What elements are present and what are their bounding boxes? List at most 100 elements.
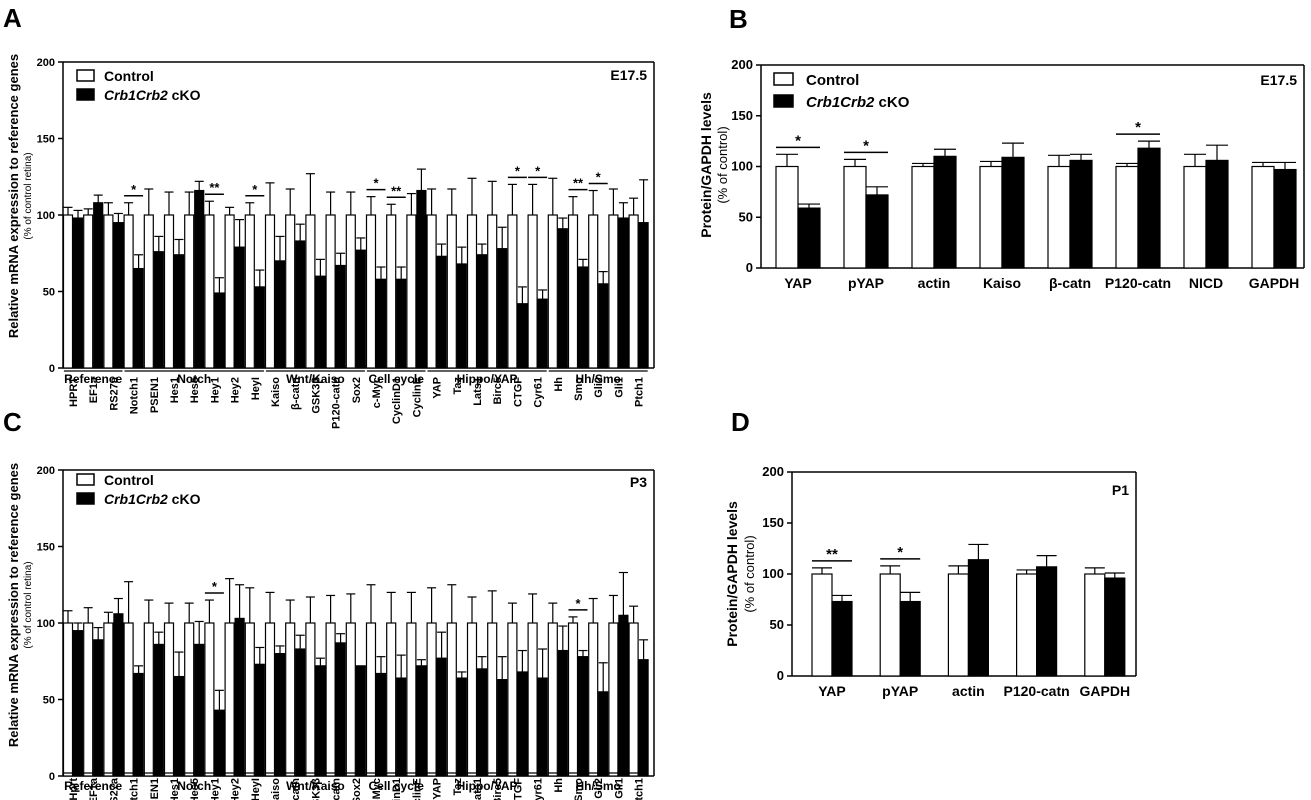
significance-stars: * [575, 596, 581, 611]
legend-cko-label: Crb1Crb2 cKO [806, 94, 910, 111]
category-label: PSEN1 [149, 778, 161, 800]
category-label: Kaiso [270, 778, 282, 800]
category-label: Taz [452, 778, 464, 796]
category-label: RS27a [108, 376, 120, 411]
bar-control [879, 573, 901, 677]
bar-cko [133, 672, 144, 777]
legend-cko-label: Crb1Crb2 cKO [104, 491, 201, 507]
category-label: Taz [452, 377, 464, 395]
category-label: CyclinD1 [391, 778, 403, 800]
panel-b-stage: E17.5 [1260, 72, 1297, 88]
panel-d-ylabel-sub: (% of control) [742, 535, 757, 612]
bar-control [426, 214, 437, 369]
bar-cko [355, 665, 366, 777]
bar-cko [113, 222, 124, 369]
category-label: RS27a [108, 777, 120, 800]
bar-cko [1104, 577, 1126, 677]
panel-b-letter: B [729, 4, 748, 34]
category-label: Sox2 [351, 377, 363, 403]
bar-cko [831, 600, 853, 677]
bar-control [911, 165, 935, 269]
bar-cko [416, 665, 427, 777]
category-label: YAP [432, 778, 444, 800]
bar-control [547, 214, 558, 369]
panel-b-legend: Control Crb1Crb2 cKO [773, 72, 910, 111]
panel-d-ylabel: Protein/GAPDH levels (% of control) [724, 501, 757, 647]
category-label: Gli1 [613, 377, 625, 398]
bar-control [345, 622, 356, 777]
category-label: Gli1 [613, 778, 625, 799]
y-tick-label: 0 [746, 260, 753, 275]
y-tick-label: 100 [37, 210, 55, 222]
category-label: CyclinD1 [391, 377, 403, 424]
bar-cko [153, 643, 164, 777]
bar-control [947, 573, 970, 677]
legend-control-swatch [773, 72, 794, 86]
category-label: β-catn [1049, 275, 1091, 291]
bar-control [426, 622, 437, 777]
significance-stars: ** [573, 176, 584, 191]
bar-control [507, 622, 518, 777]
bar-control [628, 214, 639, 369]
bar-cko [355, 249, 366, 369]
bar-control [143, 214, 154, 369]
group-label: Hippo/YAP [457, 372, 518, 386]
bar-control [62, 214, 74, 369]
bar-control [1183, 165, 1207, 269]
legend-cko-label: Crb1Crb2 cKO [104, 87, 201, 103]
y-tick-label: 100 [731, 159, 753, 174]
bar-cko [234, 617, 245, 777]
legend-control-label: Control [806, 72, 859, 89]
bar-control [83, 622, 94, 777]
panel-d-stage: P1 [1112, 482, 1129, 498]
legend-control-swatch [76, 473, 95, 486]
bar-cko [456, 677, 467, 777]
category-label: GSK3β [310, 377, 322, 414]
bar-control [224, 214, 235, 369]
bar-cko [335, 642, 346, 777]
bar-cko [1137, 147, 1161, 269]
significance-stars: * [212, 579, 218, 594]
category-label: HPRT [68, 377, 80, 407]
bar-cko [1273, 168, 1297, 269]
bar-cko [557, 228, 568, 369]
bar-cko [618, 614, 629, 777]
legend-control-label: Control [104, 472, 154, 488]
category-label: Ptch1 [634, 778, 646, 800]
category-label: CyclinE [411, 377, 423, 417]
bar-cko [315, 275, 326, 369]
bar-control [1015, 573, 1038, 677]
bar-control [305, 214, 316, 369]
category-label: Hes1 [169, 377, 181, 403]
bar-control [285, 214, 296, 369]
panel-d-letter: D [731, 407, 750, 437]
bar-cko [214, 709, 225, 777]
bar-cko [113, 613, 124, 777]
bar-cko [295, 240, 306, 369]
bar-control [123, 622, 134, 777]
category-label: c-Myc [371, 778, 383, 800]
y-tick-label: 100 [762, 566, 784, 581]
bar-cko [173, 675, 185, 777]
y-tick-label: 0 [49, 771, 55, 783]
bar-cko [1069, 159, 1093, 269]
significance-stars: * [515, 163, 521, 178]
category-label: Hey1 [209, 377, 221, 403]
bar-cko [436, 657, 447, 777]
category-label: YAP [432, 377, 444, 399]
y-tick-label: 0 [49, 363, 55, 375]
panel-b-ylabel-main: Protein/GAPDH levels [698, 92, 714, 238]
bar-cko [577, 266, 589, 369]
category-label: PSEN1 [149, 377, 161, 413]
bar-cko [436, 255, 447, 369]
bar-cko [618, 217, 629, 369]
bar-control [325, 622, 336, 777]
category-label: Birc5 [492, 377, 504, 405]
y-tick-label: 50 [43, 695, 55, 707]
panel-a: A Control Crb1Crb2 cKO E17.5 Relative mR… [3, 3, 655, 429]
bar-cko [537, 298, 548, 369]
category-label: Smo [573, 377, 585, 401]
significance-stars: * [131, 182, 137, 197]
bar-control [775, 165, 799, 269]
bar-control [305, 622, 316, 777]
